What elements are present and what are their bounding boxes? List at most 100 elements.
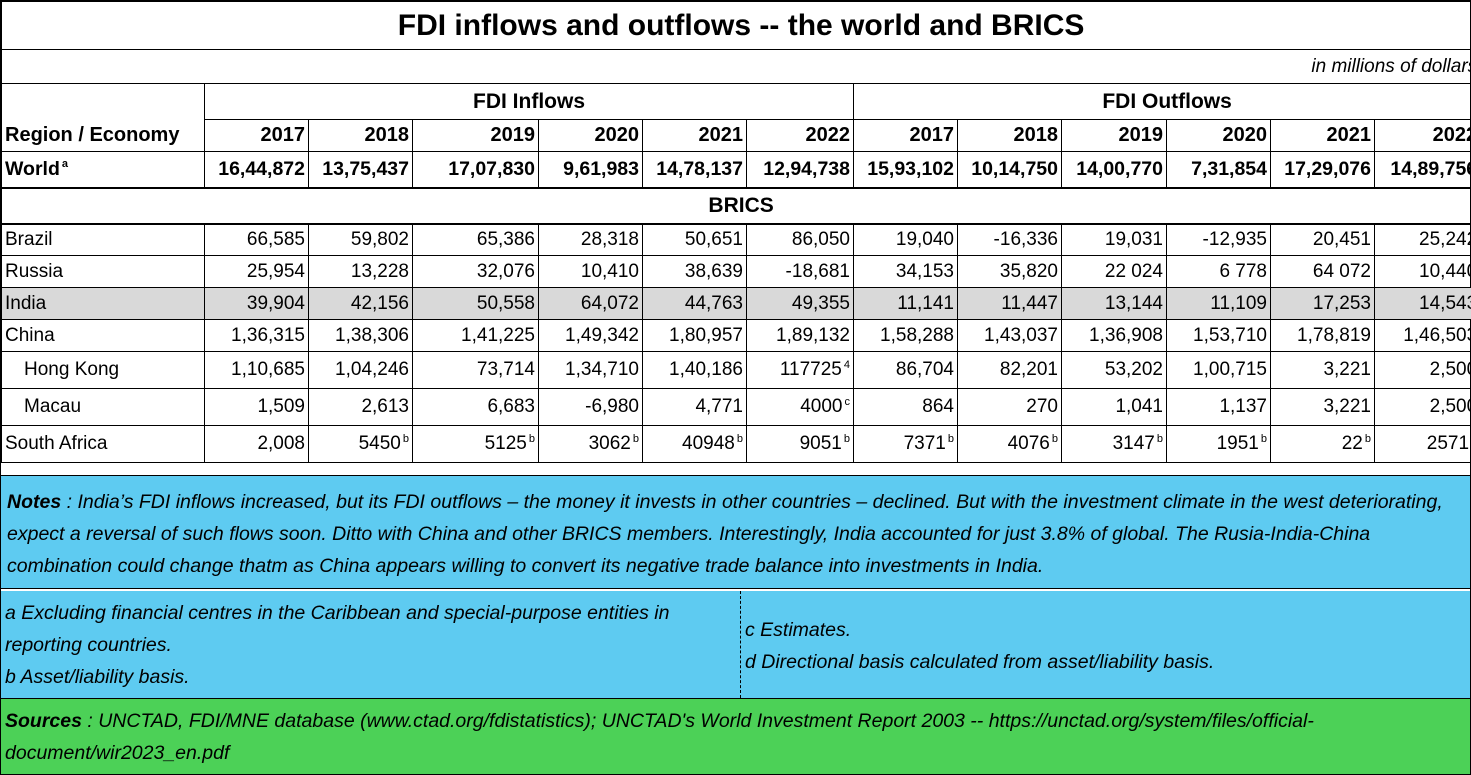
footnote-b: b Asset/liability basis. [5,666,190,688]
value-cell: 53,202 [1061,351,1167,389]
cell-value: 1,49,342 [565,324,639,346]
value-cell: 11,447 [957,287,1062,320]
value-cell: -16,336 [957,223,1062,256]
value-cell: 864 [853,388,958,426]
value-cell: 2,500 [1373,388,1471,426]
cell-value: -18,681 [785,260,850,282]
region-header: Region / Economy [1,83,205,152]
value-cell: 2571b [1373,425,1471,463]
cell-value: 1,43,037 [984,324,1058,346]
value-cell: 86,050 [746,223,854,256]
table-row: India 39,904 42,156 50,558 64,072 44,763 49,35… [1,287,1471,320]
value-cell: 3147 b [1061,425,1167,463]
year-header-outflows-2021: 2021 [1270,119,1375,152]
group-header-outflows: FDI Outflows [852,83,1471,120]
year-header-outflows-2022: 2022 [1373,119,1471,152]
value-cell: 19,031 [1061,223,1167,256]
cell-value: 1,58,288 [880,324,954,346]
year-header-inflows-2019: 2019 [412,119,539,152]
value-cell: 82,201 [957,351,1062,389]
row-label: India [1,287,205,320]
footnote-marker: b [632,432,639,445]
cell-value: 34,153 [895,260,954,282]
year-header-inflows-2020: 2020 [538,119,643,152]
value-cell: -12,935 [1166,223,1271,256]
value-cell: 6,683 [412,388,539,426]
cell-value: 1,137 [1219,396,1267,417]
table-row: Macau 1,509 2,613 6,683 -6,980 4,771 4000 c 864 2… [1,388,1471,426]
cell-value: 86,704 [895,359,954,380]
cell-value: 22 024 [1104,260,1163,282]
cell-value: 11,447 [1001,292,1058,314]
value-cell: -6,980 [538,388,643,426]
cell-value: 14,543 [1419,292,1471,314]
cell-value: 1,36,908 [1089,324,1163,346]
value-cell: 73,714 [412,351,539,389]
table-row: Hong Kong 1,10,685 1,04,246 73,714 1,34,710 1… [1,351,1471,389]
footnote-marker: 4 [843,358,850,371]
cell-value: 4000 [800,396,843,417]
value-cell: 35,820 [957,255,1062,288]
cell-value: 22 [1341,433,1363,454]
value-cell: 1,36,315 [204,319,309,352]
world-value-cell: 10,14,750 [957,151,1062,189]
table-row: China 1,36,315 1,38,306 1,41,225 1,49,342 1,8… [1,319,1471,352]
world-value-cell: 9,61,983 [538,151,643,189]
value-cell: 10,410 [538,255,643,288]
footnotes-right: c Estimates. d Directional basis calcula… [743,591,1470,698]
cell-value: 64 072 [1312,260,1371,282]
world-value-cell: 14,00,770 [1061,151,1167,189]
value-cell: 19,040 [853,223,958,256]
cell-value: 11,141 [897,292,954,314]
value-cell: 1951 b [1166,425,1271,463]
cell-value: 38,639 [684,260,743,282]
value-cell: 1,04,246 [308,351,413,389]
cell-value: 44,763 [684,292,743,314]
value-cell: 42,156 [308,287,413,320]
row-label: South Africa [1,425,205,463]
cell-value: 59,802 [350,228,409,250]
cell-value: 13,144 [1104,292,1163,314]
cell-value: 1,80,957 [669,324,743,346]
cell-value: 1,89,132 [776,324,850,346]
cell-value: 32,076 [476,260,535,282]
cell-value: 20,451 [1312,228,1371,250]
value-cell: 11,109 [1166,287,1271,320]
cell-value: 6 778 [1219,260,1267,282]
world-value-cell: 15,93,102 [853,151,958,189]
cell-value: 1,46,503 [1403,324,1471,346]
cell-value: 86,050 [791,228,850,250]
world-value-cell: 14,78,137 [642,151,747,189]
value-cell: 1,41,225 [412,319,539,352]
value-cell: 1,38,306 [308,319,413,352]
year-header-inflows-2022: 2022 [746,119,854,152]
cell-value: 53,202 [1104,359,1163,380]
year-header-outflows-2019: 2019 [1061,119,1167,152]
value-cell: 1,80,957 [642,319,747,352]
value-cell: 11,141 [853,287,958,320]
cell-value: 13,228 [350,260,409,282]
cell-value: 4,771 [695,396,743,417]
value-cell: 65,386 [412,223,539,256]
value-cell: 49,355 [746,287,854,320]
value-cell: 3062 b [538,425,643,463]
world-value-cell: 14,89,756 [1373,151,1471,189]
cell-value: 1,041 [1115,396,1163,417]
cell-value: 1,78,819 [1297,324,1371,346]
value-cell: 2,500 [1373,351,1471,389]
notes-label: Notes [7,491,62,513]
value-cell: 32,076 [412,255,539,288]
cell-value: 1,53,710 [1193,324,1267,346]
cell-value: 82,201 [999,359,1058,380]
value-cell: 10,440 [1373,255,1471,288]
value-cell: 17,253 [1270,287,1375,320]
world-value-cell: 7,31,854 [1166,151,1271,189]
year-header-outflows-2020: 2020 [1166,119,1271,152]
cell-value: 66,585 [246,228,305,250]
world-footnote-marker: a [61,158,69,171]
cell-value: 117725 [779,359,842,380]
value-cell: 5450 b [308,425,413,463]
cell-value: 1,04,246 [335,359,409,380]
value-cell: 50,558 [412,287,539,320]
